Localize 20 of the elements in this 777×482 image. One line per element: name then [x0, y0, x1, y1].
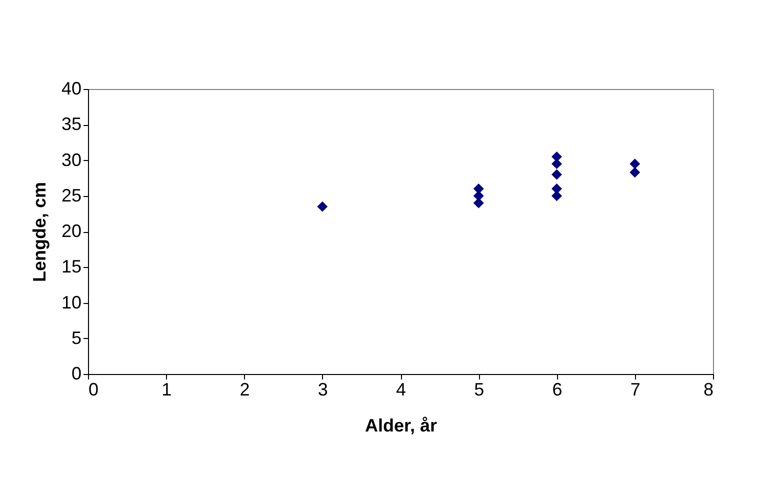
y-tick-label: 25 — [61, 185, 82, 206]
y-tick-label: 20 — [61, 221, 82, 241]
y-tick-label: 40 — [61, 78, 82, 98]
y-tick-label: 0 — [71, 364, 82, 384]
x-tick-label: 3 — [318, 380, 328, 400]
x-tick-label: 1 — [162, 380, 172, 400]
x-tick-label: 4 — [396, 380, 406, 400]
x-tick-label: 2 — [240, 380, 250, 400]
y-tick-label: 15 — [61, 256, 82, 277]
x-tick-label: 8 — [703, 380, 714, 400]
x-tick-label: 0 — [88, 380, 99, 400]
y-tick-label: 35 — [61, 114, 82, 134]
y-tick-label: 10 — [61, 292, 82, 312]
y-tick-label: 30 — [61, 150, 82, 170]
x-axis-title: Alder, år — [364, 416, 438, 436]
y-tick-label: 5 — [71, 328, 82, 348]
x-tick-label: 5 — [474, 380, 484, 400]
y-axis-title: Lengde, cm — [29, 182, 50, 282]
x-tick-label: 6 — [552, 380, 562, 400]
x-tick-label: 7 — [630, 380, 640, 400]
